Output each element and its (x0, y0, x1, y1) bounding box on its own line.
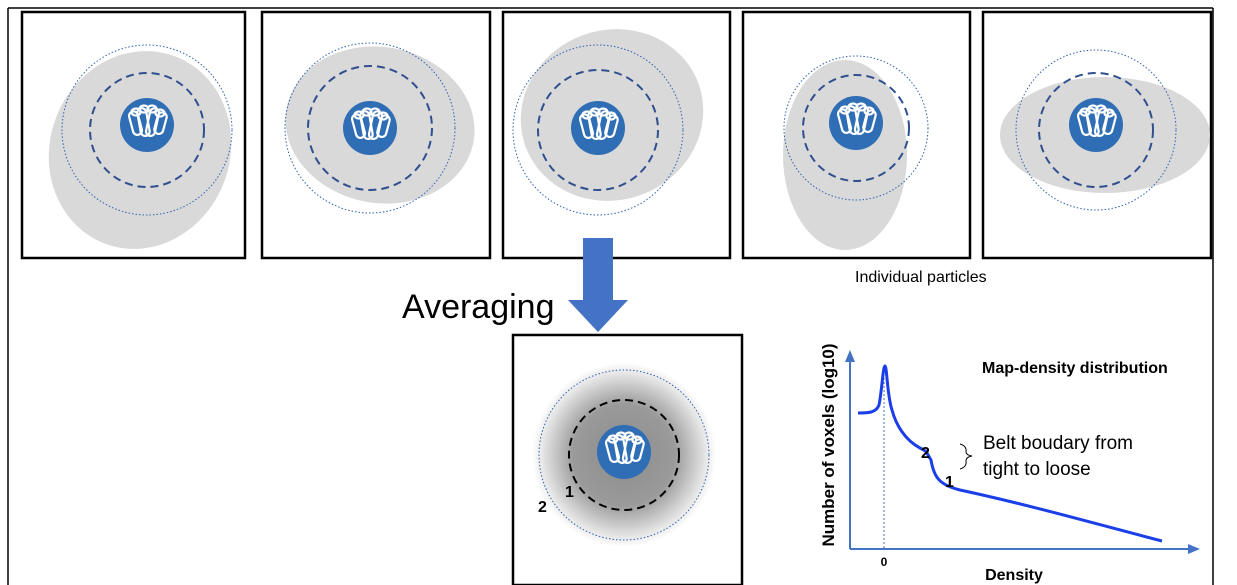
curve-mark: 1 (945, 474, 954, 491)
x-axis-label: Density (985, 567, 1043, 584)
boundary-mark: 2 (538, 499, 547, 516)
annotation: Belt boudary from (983, 433, 1133, 454)
x-tick-label: 0 (881, 555, 888, 569)
particle-panel (260, 10, 492, 260)
average-panel: 1 2 (511, 333, 744, 585)
caption: Individual particles (855, 269, 987, 286)
boundary-mark: 1 (565, 484, 574, 501)
plot-title: Map-density distribution (982, 360, 1168, 377)
annotation: tight to loose (983, 459, 1091, 480)
particle-panel (20, 10, 247, 260)
frame (7, 7, 1214, 585)
averaging-label: Averaging (402, 288, 555, 326)
arrow (568, 238, 628, 332)
particle-panels (20, 10, 1213, 260)
particle-panel (981, 10, 1213, 260)
particle-panel (741, 10, 972, 260)
particle-panel (501, 10, 732, 260)
curve-mark: 2 (921, 445, 930, 462)
density-plot: Map-density distribution Number of voxel… (819, 343, 1200, 584)
y-axis-label: Number of voxels (log10) (819, 343, 838, 546)
